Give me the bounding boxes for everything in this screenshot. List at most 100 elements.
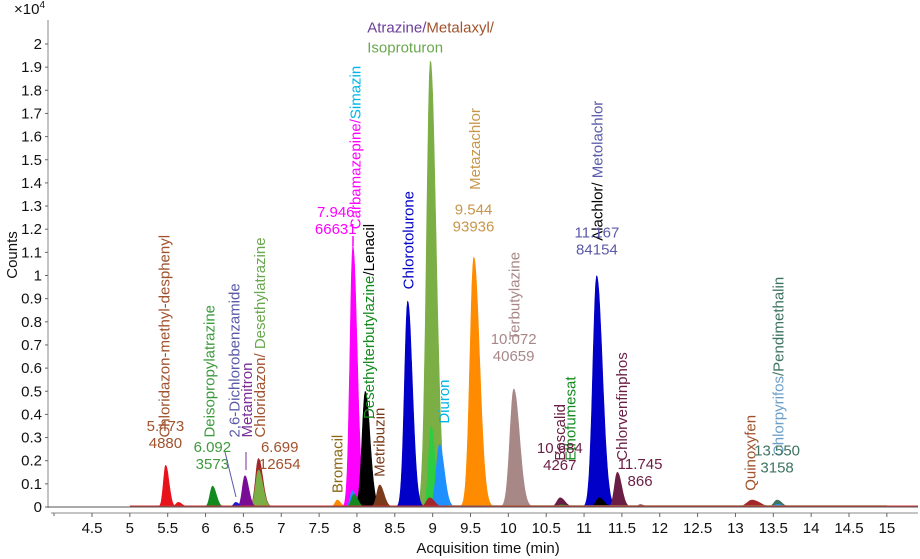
x-tick-label: 5	[126, 520, 134, 537]
label-chl: Chloridazon/ Desethylatrazine	[252, 237, 269, 437]
label-part: /	[252, 349, 269, 357]
value-dia-val-area: 3573	[196, 456, 229, 473]
peak-metazachlor	[451, 256, 502, 508]
y-tick-label: 0.8	[21, 314, 42, 331]
peak-terbutylazine	[491, 388, 542, 508]
label-part: Simazin	[347, 66, 364, 119]
label-mmt: Metamitron	[239, 363, 256, 438]
value-mzc-val-rt: 9.544	[455, 202, 493, 219]
label-part: Ethofumesat	[562, 376, 579, 461]
leader-dcb	[224, 451, 237, 498]
y-multiplier-base: ×10	[14, 1, 39, 18]
x-tick-label: 8	[353, 520, 361, 537]
label-det: Desethylterbutylazine/Lenacil	[361, 224, 378, 419]
x-tick-label: 13	[727, 520, 744, 537]
value-ala-val-rt: 11.167	[575, 225, 620, 242]
label-part: Desethylterbutylazine	[361, 276, 378, 419]
y-tick-label: 0	[34, 499, 42, 516]
y-tick-label: 1.5	[21, 152, 42, 169]
label-part: Boscalid	[552, 404, 569, 461]
x-tick-label: 11.5	[608, 520, 636, 537]
x-tick-label: 10	[500, 520, 517, 537]
label-dcb: 2,6-Dichlorobenzamide	[226, 283, 243, 437]
label-cpf: Chlorpyrifos/Pendimethalin	[771, 277, 788, 456]
y-tick-label: 1.9	[21, 59, 42, 76]
label-part: 2,6-Dichlorobenzamide	[226, 283, 243, 437]
label-qnx: Quinoxyfen	[743, 415, 760, 491]
value-cvp-val-area: 866	[628, 473, 653, 490]
value-cpf-val-rt: 13.550	[754, 442, 800, 459]
x-tick-label: 14.5	[834, 520, 863, 537]
label-atr-line0: Atrazine/Metalaxyl/	[367, 19, 495, 36]
label-part: Pendimethalin	[771, 277, 788, 372]
label-part: Metribuzin	[372, 408, 389, 477]
y-tick-label: 0.1	[21, 476, 42, 493]
value-chl-val-rt: 6.699	[261, 439, 299, 456]
value-cvp-val-rt: 11.745	[618, 456, 663, 473]
y-tick-label: 1.6	[21, 129, 42, 146]
label-part: Chlorotolurone	[400, 191, 417, 289]
y-tick-label: 1.7	[21, 105, 42, 122]
x-tick-label: 4.5	[82, 520, 103, 537]
value-cmd-val-rt: 5.473	[147, 418, 185, 435]
value-cmd-val-area: 4880	[149, 435, 182, 452]
label-part: Bromacil	[329, 435, 346, 493]
label-part: Lenacil	[361, 224, 378, 272]
y-tick-label: 1.8	[21, 82, 42, 99]
x-tick-label: 10.5	[532, 520, 561, 537]
y-tick-label: 1.1	[21, 244, 42, 261]
label-part: Isoproturon	[367, 39, 443, 56]
peak-chloridazon-methyl-desphenyl	[152, 465, 182, 508]
y-tick-label: 0.6	[21, 360, 42, 377]
x-tick-label: 6.5	[233, 520, 254, 537]
x-tick-label: 11	[576, 520, 592, 537]
x-tick-label: 15	[879, 520, 896, 537]
y-tick-label: 1.2	[21, 221, 42, 238]
label-ctl: Chlorotolurone	[400, 191, 417, 289]
y-tick-label: 1.4	[21, 175, 42, 192]
label-part: Chloridazon-methyl-desphenyl	[157, 235, 174, 438]
label-part: Quinoxyfen	[743, 415, 760, 491]
x-tick-label: 6	[201, 520, 209, 537]
x-tick-label: 9.5	[460, 520, 481, 537]
x-tick-label: 9	[428, 520, 436, 537]
y-multiplier-exp: 4	[39, 0, 45, 11]
y-tick-label: 0.7	[21, 337, 42, 354]
value-ala-val-area: 84154	[576, 242, 618, 259]
x-tick-label: 7.5	[309, 520, 330, 537]
value-tbz-val-rt: 10.072	[491, 331, 537, 348]
label-part: Alachlor	[590, 187, 607, 241]
label-ala: Alachlor/ Metolachlor	[590, 101, 607, 241]
peak-deisopropylatrazine	[197, 485, 231, 508]
label-mzc: Metazachlor	[467, 108, 484, 190]
y-axis-title: Counts	[4, 231, 21, 279]
label-part: /	[347, 118, 364, 123]
label-bos: Boscalid	[552, 404, 569, 461]
y-tick-label: 0.4	[21, 406, 42, 423]
y-tick-label: 0.9	[21, 291, 42, 308]
value-bos-val-rt: 10.684	[537, 440, 583, 457]
label-part: Metamitron	[239, 363, 256, 438]
label-tbz: Terbutylazine	[506, 252, 523, 340]
value-dia-val-rt: 6.092	[194, 439, 232, 456]
y-multiplier: ×104	[14, 0, 45, 18]
y-tick-label: 2	[34, 36, 42, 53]
label-cvp: Chlorvenfinphos	[614, 352, 631, 460]
value-tbz-val-area: 40659	[493, 348, 535, 365]
value-cbz-val-rt: 7.946	[317, 204, 355, 221]
y-tick-label: 0.2	[21, 453, 42, 470]
label-bro: Bromacil	[329, 435, 346, 493]
axes: 0 0.1 0.2 0.3 0.4 0.5 0.6 0.7 0.8 0.9 1 1.1 1.2 1.3 1.…	[21, 20, 918, 537]
label-dia: Deisopropylatrazine	[201, 305, 218, 438]
x-tick-label: 14	[803, 520, 820, 537]
value-mzc-val-area: 93936	[453, 219, 495, 236]
x-tick-label: 12.5	[683, 520, 712, 537]
label-part: /	[361, 271, 378, 276]
y-tick-label: 0.3	[21, 430, 42, 447]
label-eth: Ethofumesat	[562, 376, 579, 461]
x-axis-title: Acquisition time (min)	[416, 540, 559, 557]
y-tick-label: 1.3	[21, 198, 42, 215]
value-chl-val-area: 12654	[259, 456, 301, 473]
label-part: Diuron	[436, 379, 453, 423]
